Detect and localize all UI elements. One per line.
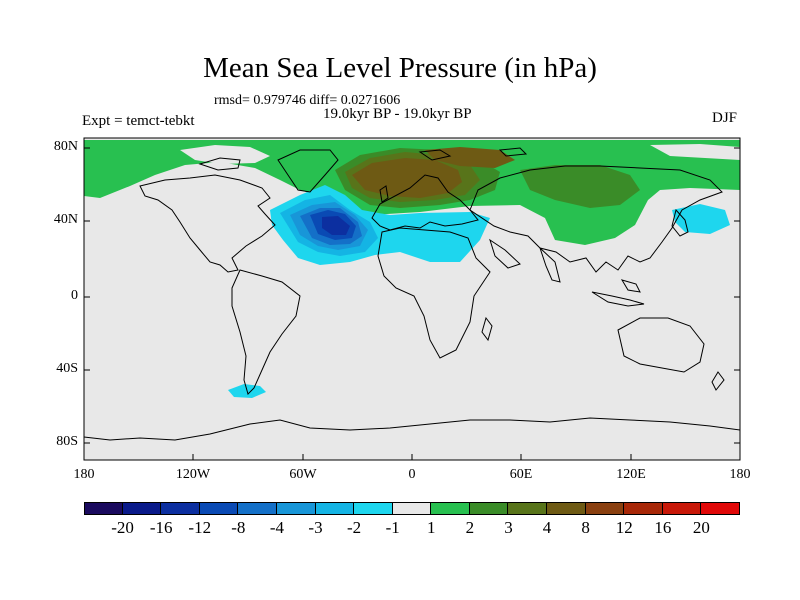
- colorbar-label: 2: [465, 518, 475, 537]
- colorbar-label: -16: [149, 518, 173, 537]
- colorbar-box: [547, 502, 586, 515]
- coast-indonesia: [591, 279, 645, 307]
- coast-antarctica: [84, 417, 740, 441]
- coast-arctic-islands: [198, 147, 528, 171]
- coast-asia: [469, 165, 723, 273]
- lon-label-60e: 60E: [509, 467, 533, 482]
- lon-label-180w: 180: [73, 467, 95, 482]
- coast-madagascar: [481, 316, 493, 342]
- lat-label-0: 0: [71, 288, 78, 303]
- lon-label-120w: 120W: [175, 467, 211, 482]
- colorbar-box: [238, 502, 277, 515]
- period-subtitle: 19.0kyr BP - 19.0kyr BP: [323, 106, 472, 122]
- lon-label-180e: 180: [729, 467, 751, 482]
- colorbar-label: 8: [581, 518, 590, 537]
- colorbar-box: [701, 502, 740, 515]
- contour-neg12-atlantic: [322, 216, 350, 235]
- colorbar-label: 3: [504, 518, 513, 537]
- colorbar-label: -4: [269, 518, 285, 537]
- stats-subtitle: rmsd= 0.979746 diff= 0.0271606: [214, 93, 401, 108]
- colorbar-box: [276, 502, 316, 515]
- colorbar-label: 16: [654, 518, 672, 537]
- colorbar-label: -8: [231, 518, 246, 537]
- colorbar-label: -20: [111, 518, 134, 537]
- field-shading: [84, 140, 740, 441]
- colorbar-label: 20: [692, 518, 710, 537]
- contour-olive-siberia: [520, 165, 640, 208]
- coast-new-zealand: [711, 371, 725, 391]
- lon-label-0: 0: [408, 467, 416, 482]
- coast-japan: [671, 208, 689, 237]
- season-label: DJF: [712, 110, 738, 126]
- colorbar-box: [469, 502, 509, 515]
- lat-label-40n: 40N: [53, 212, 78, 227]
- contour-green-pacific-patch: [650, 144, 740, 160]
- colorbar-box: [122, 502, 162, 515]
- coast-arabia-india: [489, 238, 561, 283]
- coast-europe: [371, 174, 479, 231]
- experiment-label: Expt = temct-tebkt: [82, 113, 195, 129]
- colorbar-box: [354, 502, 393, 515]
- colorbar-label: -3: [308, 518, 323, 537]
- colorbar-box: [431, 502, 470, 515]
- coast-greenland: [277, 149, 339, 193]
- colorbar-box: [161, 502, 200, 515]
- coast-australia: [617, 317, 705, 373]
- colorbar-box: [662, 502, 702, 515]
- colorbar-box: [315, 502, 355, 515]
- contour-8-arctic: [425, 147, 515, 168]
- coast-south-america: [231, 269, 301, 395]
- lat-label-80s: 80S: [56, 434, 78, 449]
- contour-green-arctic-patch: [180, 145, 270, 164]
- colorbar-label: 12: [615, 518, 633, 537]
- coast-uk: [379, 185, 389, 203]
- colorbar-label: -12: [188, 518, 212, 537]
- colorbar-box: [624, 502, 663, 515]
- colorbar-box: [392, 502, 432, 515]
- colorbar-label: 4: [542, 518, 552, 537]
- figure-title: Mean Sea Level Pressure (in hPa): [203, 52, 597, 84]
- colorbar-box: [84, 502, 123, 515]
- lat-label-40s: 40S: [56, 361, 78, 376]
- colorbar-label: 1: [427, 518, 436, 537]
- colorbar-label: -2: [347, 518, 362, 537]
- coast-africa: [377, 227, 491, 359]
- lon-label-120e: 120E: [616, 467, 646, 482]
- colorbar-box: [585, 502, 625, 515]
- coastlines: [84, 147, 740, 441]
- lon-label-60w: 60W: [289, 467, 317, 482]
- contour-8-scandinavia: [352, 158, 462, 198]
- axis-ticks: [83, 147, 741, 460]
- colorbar-box: [199, 502, 239, 515]
- colorbar-box: [508, 502, 548, 515]
- lat-label-80n: 80N: [53, 139, 78, 154]
- coast-north-america: [139, 174, 276, 273]
- colorbar-label: -1: [385, 518, 400, 537]
